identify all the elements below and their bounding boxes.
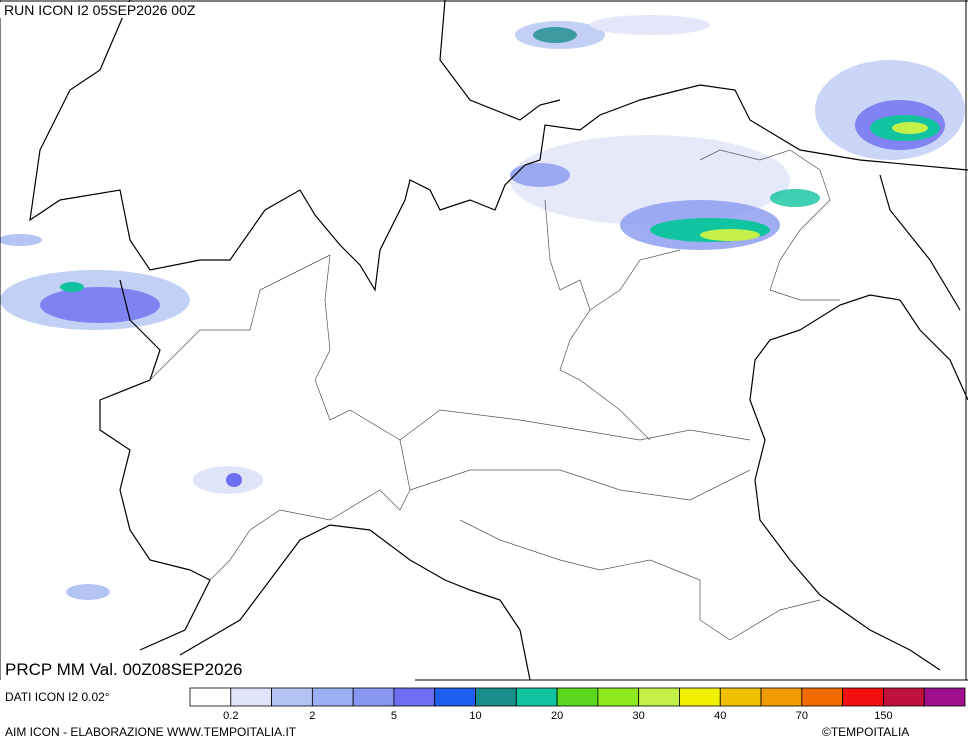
legend-swatch [597, 687, 640, 707]
rain-area [700, 229, 760, 241]
rain-area [892, 122, 928, 134]
legend-label: 70 [796, 710, 808, 722]
data-source: DATI ICON I2 0.02° [5, 690, 110, 704]
legend-swatch [923, 687, 966, 707]
legend-swatch [515, 687, 558, 707]
rain-area [510, 163, 570, 187]
borders [29, 0, 968, 681]
legend-swatch [189, 687, 232, 707]
legend-label: 150 [874, 710, 892, 722]
legend-label: 20 [551, 710, 563, 722]
credits: AIM ICON - ELABORAZIONE WWW.TEMPOITALIA.… [5, 725, 297, 739]
region-borders [149, 149, 840, 641]
legend-swatch [842, 687, 884, 707]
legend-swatch [271, 687, 313, 707]
legend-swatch [475, 687, 517, 707]
title-box [0, 2, 218, 18]
legend-label: 5 [391, 710, 397, 722]
legend-swatch [352, 687, 395, 707]
rain-area [590, 15, 710, 35]
rain-area [533, 27, 577, 43]
run-title: RUN ICON I2 05SEP2026 00Z [4, 2, 196, 18]
legend-swatch [719, 687, 762, 707]
legend-swatch [230, 687, 272, 707]
legend-swatch [556, 687, 599, 707]
precipitation-areas [0, 15, 965, 600]
legend-label: 40 [714, 710, 726, 722]
rain-area [66, 584, 110, 600]
rain-area [60, 282, 84, 292]
legend-label: 10 [469, 710, 481, 722]
validity-label: PRCP MM Val. 00Z08SEP2026 [5, 660, 243, 679]
legend-swatch [638, 687, 680, 707]
legend-swatch [760, 687, 803, 707]
legend-swatch [801, 687, 844, 707]
legend-swatch [393, 687, 436, 707]
legend-swatch [311, 687, 354, 707]
legend-swatch [883, 687, 925, 707]
legend-label: 0.2 [223, 710, 238, 722]
legend-label: 30 [633, 710, 645, 722]
legend-label: 2 [309, 710, 315, 722]
rain-area [770, 189, 820, 207]
rain-area [226, 473, 242, 487]
rain-area [0, 234, 42, 246]
color-legend: 0.2 2 5 10 20 30 40 70 150 [189, 687, 966, 722]
legend-swatch [679, 687, 721, 707]
legend-swatch [434, 687, 476, 707]
rain-area [40, 287, 160, 323]
copyright: ©TEMPOITALIA [822, 725, 909, 739]
